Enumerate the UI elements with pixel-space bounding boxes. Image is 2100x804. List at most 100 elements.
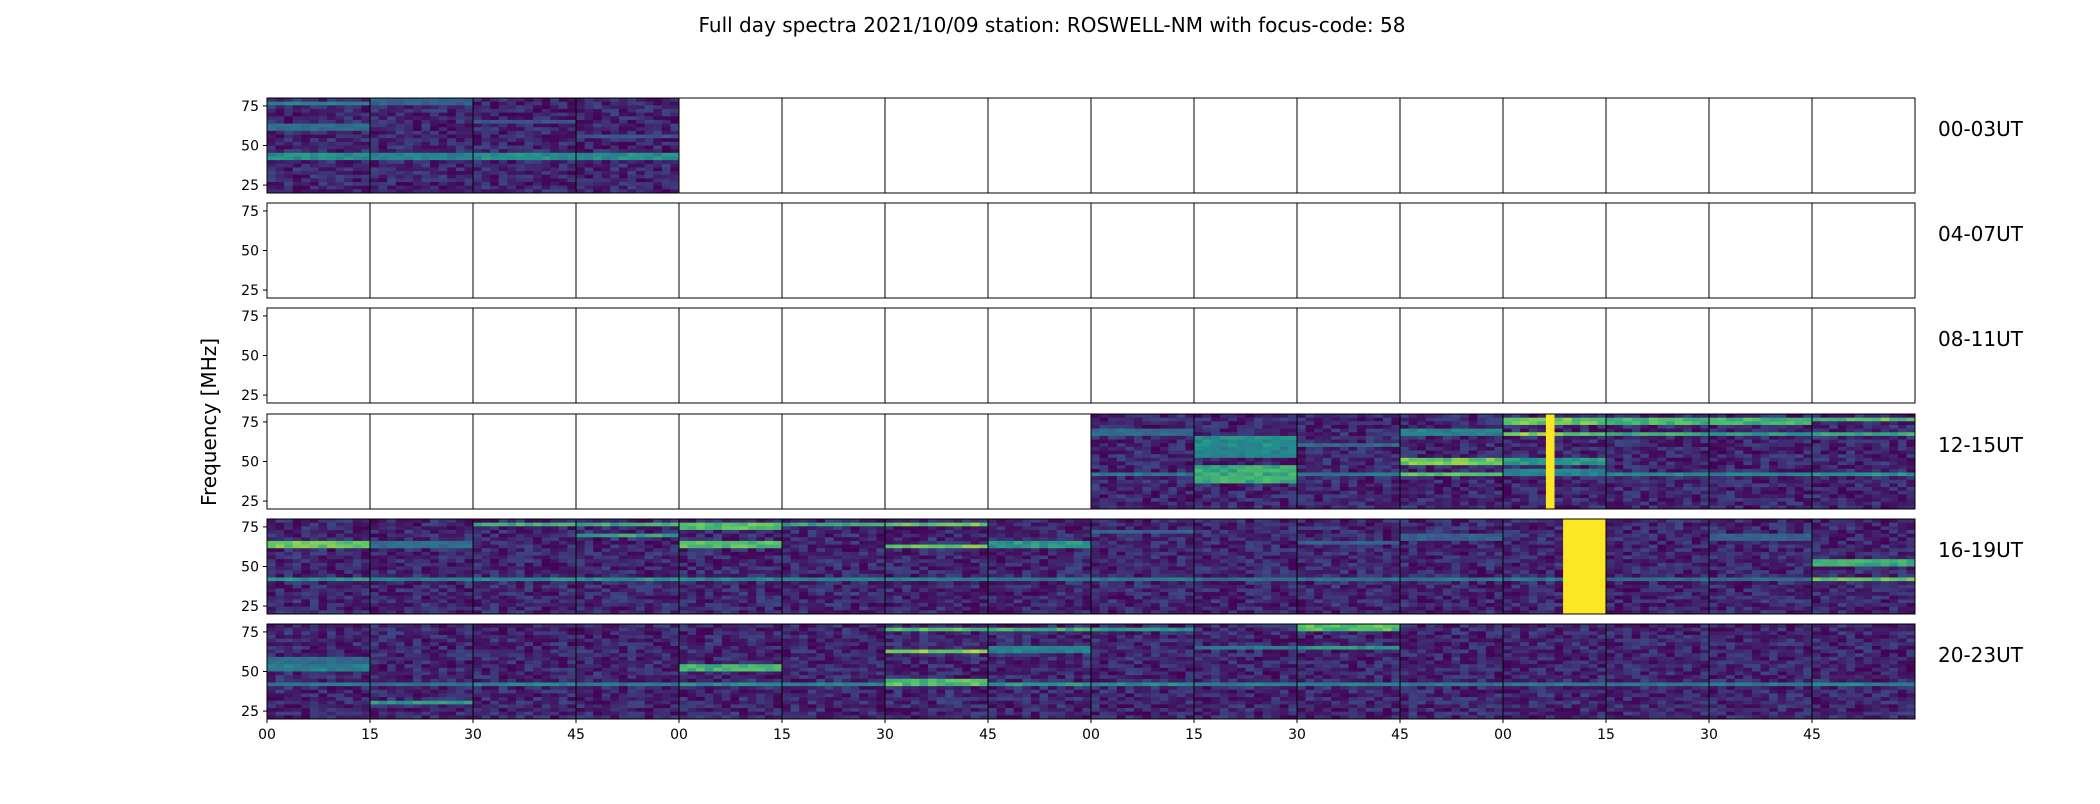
spectrum-cell	[284, 559, 293, 563]
spectrum-cell	[1271, 421, 1280, 425]
spectrum-cell	[267, 592, 276, 596]
spectrum-cell	[1692, 480, 1701, 484]
spectrum-cell	[310, 574, 319, 578]
spectrum-cell	[1615, 487, 1624, 491]
spectrum-cell	[1735, 494, 1744, 498]
spectrum-cell	[490, 127, 499, 131]
spectrum-cell	[542, 599, 551, 603]
spectrum-cell	[1666, 472, 1675, 476]
spectrum-panel	[1606, 414, 1709, 509]
spectrum-cell	[473, 599, 482, 603]
spectrum-cell	[585, 153, 594, 157]
spectrum-cell	[422, 548, 431, 552]
spectrum-cell	[361, 105, 370, 109]
spectrum-cell	[387, 98, 396, 102]
spectrum-cell	[344, 607, 353, 611]
spectrum-cell	[610, 142, 619, 146]
spectrum-cell	[276, 149, 285, 153]
spectrum-cell	[533, 109, 542, 113]
spectrum-cell	[516, 585, 525, 589]
spectrum-cell	[1254, 436, 1263, 440]
spectrum-cell	[404, 567, 413, 571]
spectrum-cell	[593, 186, 602, 190]
spectrum-cell	[1778, 494, 1787, 498]
spectrum-cell	[1709, 432, 1718, 436]
spectrum-cell	[1726, 487, 1735, 491]
spectrum-cell	[1658, 447, 1667, 451]
spectrum-cell	[1494, 447, 1503, 451]
spectrum-cell	[361, 570, 370, 574]
panel-frame	[988, 414, 1091, 509]
spectrum-cell	[1254, 418, 1263, 422]
spectrum-cell	[1383, 480, 1392, 484]
spectrum-cell	[1597, 480, 1606, 484]
spectrum-cell	[1761, 465, 1770, 469]
spectrum-cell	[567, 519, 576, 523]
spectrum-cell	[422, 109, 431, 113]
spectrum-cell	[344, 164, 353, 168]
spectrum-cell	[473, 603, 482, 607]
spectrum-cell	[1606, 425, 1615, 429]
spectrum-cell	[499, 178, 508, 182]
spectrum-cell	[550, 105, 559, 109]
spectrum-cell	[1881, 447, 1890, 451]
spectrum-cell	[1340, 480, 1349, 484]
spectrum-cell	[1580, 498, 1589, 502]
spectrum-cell	[542, 160, 551, 164]
spectrum-cell	[516, 116, 525, 120]
spectrum-cell	[619, 135, 628, 139]
spectrum-cell	[1314, 498, 1323, 502]
spectrum-cell	[619, 186, 628, 190]
spectrum-cell	[1846, 480, 1855, 484]
spectrum-cell	[344, 552, 353, 556]
spectrum-cell	[404, 160, 413, 164]
spectrum-cell	[284, 105, 293, 109]
spectrum-cell	[301, 109, 310, 113]
spectrum-cell	[1743, 465, 1752, 469]
spectrum-cell	[447, 109, 456, 113]
spectrum-cell	[1546, 465, 1555, 469]
spectrum-cell	[1100, 476, 1109, 480]
spectrum-cell	[1615, 494, 1624, 498]
spectrum-cell	[1323, 472, 1332, 476]
spectrum-cell	[1185, 454, 1194, 458]
spectrum-cell	[619, 131, 628, 135]
spectrum-panel	[1297, 414, 1400, 509]
spectrum-cell	[1572, 487, 1581, 491]
spectrum-panel	[1606, 308, 1709, 403]
spectrum-cell	[1091, 469, 1100, 473]
spectrum-cell	[1615, 436, 1624, 440]
spectrum-cell	[1357, 494, 1366, 498]
spectrum-cell	[507, 124, 516, 128]
spectrum-cell	[1795, 483, 1804, 487]
spectrum-cell	[559, 548, 568, 552]
spectrum-cell	[422, 120, 431, 124]
spectrum-cell	[1254, 465, 1263, 469]
spectrum-cell	[370, 545, 379, 549]
spectrum-cell	[1580, 432, 1589, 436]
spectrum-cell	[1134, 447, 1143, 451]
spectrum-cell	[1434, 472, 1443, 476]
spectrum-cell	[276, 146, 285, 150]
spectrum-cell	[413, 526, 422, 530]
spectrum-cell	[1864, 429, 1873, 433]
spectrum-cell	[559, 182, 568, 186]
spectrum-cell	[593, 149, 602, 153]
spectrum-cell	[447, 541, 456, 545]
spectrum-cell	[1254, 443, 1263, 447]
spectrum-cell	[1881, 454, 1890, 458]
spectrum-cell	[482, 175, 491, 179]
spectrum-cell	[464, 519, 473, 523]
spectrum-cell	[370, 581, 379, 585]
spectrum-cell	[1546, 421, 1555, 425]
spectrum-cell	[1503, 491, 1512, 495]
spectrum-cell	[1778, 447, 1787, 451]
spectrum-cell	[1503, 454, 1512, 458]
spectrum-cell	[301, 135, 310, 139]
spectrum-cell	[1726, 462, 1735, 466]
spectrum-cell	[1117, 414, 1126, 418]
spectrum-cell	[550, 534, 559, 538]
spectrum-cell	[1666, 476, 1675, 480]
spectrum-cell	[1349, 472, 1358, 476]
spectrum-cell	[1168, 494, 1177, 498]
